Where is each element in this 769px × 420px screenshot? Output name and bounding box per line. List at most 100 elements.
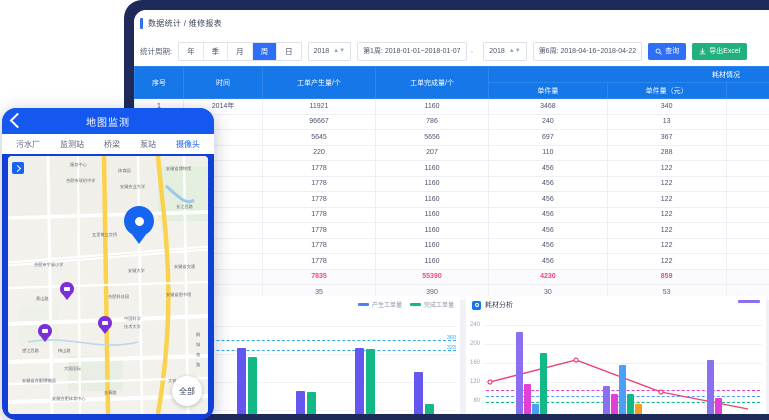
- bar-magenta[interactable]: [714, 398, 722, 414]
- bar-completed[interactable]: [366, 349, 376, 414]
- col-header-unit-qty[interactable]: 单件量: [488, 82, 608, 99]
- table-row[interactable]: 1778 1160 456 122 79 67: [134, 206, 769, 223]
- bar-orange[interactable]: [635, 404, 643, 414]
- cell-completed: 1160: [375, 222, 489, 239]
- table-row[interactable]: 5645 5656 697 367 124 128: [134, 129, 769, 146]
- year-end-stepper-icon[interactable]: ▲▼: [508, 48, 521, 54]
- show-all-button[interactable]: 全部: [172, 376, 202, 406]
- legend-item-material[interactable]: [738, 300, 760, 303]
- bar-magenta[interactable]: [611, 394, 619, 414]
- col-header-time[interactable]: 时间: [183, 66, 263, 99]
- cell-unit-price: 13: [606, 113, 727, 130]
- year-start-stepper-icon[interactable]: ▲▼: [333, 48, 346, 54]
- period-segmented-control[interactable]: 年 季 月 周 日: [178, 41, 302, 61]
- map-marker-camera[interactable]: [60, 282, 74, 300]
- marker-dot: [134, 216, 144, 226]
- map-marker-camera[interactable]: [38, 324, 52, 342]
- col-header-unit-count[interactable]: 单件量: [725, 82, 769, 99]
- map-label: 合肥市琥珀中学: [66, 177, 95, 184]
- year-start-input[interactable]: 2018 ▲▼: [307, 41, 352, 61]
- export-excel-button[interactable]: 导出Excel: [692, 42, 748, 60]
- bar-group[interactable]: [217, 318, 276, 414]
- summary-unit-count: 349: [725, 268, 769, 285]
- map-tab-sewage-plant[interactable]: 污水厂: [16, 139, 40, 149]
- bar-blue[interactable]: [532, 404, 540, 414]
- cell-unit-price: 122: [606, 175, 727, 192]
- bar-created[interactable]: [355, 348, 365, 414]
- bar-completed[interactable]: [247, 357, 257, 414]
- period-option-day[interactable]: 日: [277, 42, 301, 60]
- period-option-week[interactable]: 周: [252, 42, 278, 60]
- filter-toolbar: 统计周期: 年 季 月 周 日 2018 ▲▼ 第1周: 2018-01-01~…: [134, 36, 769, 66]
- map-tab-monitor-station[interactable]: 监测站: [60, 139, 84, 149]
- bar-purple[interactable]: [603, 386, 611, 414]
- bar-created[interactable]: [296, 391, 305, 414]
- search-button[interactable]: 查询: [648, 42, 687, 60]
- map-label: 安徽省博物馆: [166, 165, 191, 172]
- bar-purple[interactable]: [516, 332, 524, 414]
- bar-group[interactable]: [276, 318, 335, 414]
- table-row[interactable]: 1778 1160 456 122 79 67: [134, 160, 769, 177]
- table-row[interactable]: 1 2014年 11921 1160 3468 340 70 256: [134, 98, 769, 115]
- col-header-completed[interactable]: 工单完成量/个: [375, 66, 489, 99]
- cell-unit-qty: 456: [488, 160, 608, 177]
- period-option-year[interactable]: 年: [179, 42, 204, 60]
- map-tab-pump-station[interactable]: 泵站: [140, 139, 156, 149]
- bar-group[interactable]: [669, 318, 760, 414]
- bar-created[interactable]: [414, 372, 424, 414]
- table-row[interactable]: 220 207 110 288 90 67: [134, 144, 769, 161]
- bar-created[interactable]: [236, 348, 246, 414]
- cell-unit-qty: 456: [488, 206, 608, 223]
- map-marker-current[interactable]: [124, 206, 154, 244]
- table-row[interactable]: 1778 1160 456 122 79 67: [134, 175, 769, 192]
- map-label: 安徽省交通: [174, 263, 196, 270]
- col-header-unit-price[interactable]: 单件量（元）: [606, 82, 727, 99]
- period-option-quarter[interactable]: 季: [203, 42, 229, 60]
- period-option-month[interactable]: 月: [228, 42, 253, 60]
- cell-completed: 1160: [375, 191, 489, 208]
- breadcrumb-accent-bar: [140, 17, 143, 29]
- bar-blue[interactable]: [619, 365, 627, 414]
- map-label: 技术大学: [124, 323, 141, 330]
- map-expand-icon[interactable]: [12, 162, 24, 174]
- back-chevron-icon[interactable]: [9, 112, 26, 129]
- year-end-input[interactable]: 2018 ▲▼: [483, 41, 527, 61]
- table-row[interactable]: 1778 1160 456 122 79 67: [134, 191, 769, 208]
- legend-item-created[interactable]: 产生工单量: [357, 300, 402, 309]
- bar-completed[interactable]: [307, 392, 316, 414]
- cell-unit-qty: 456: [488, 253, 608, 270]
- bar-group[interactable]: [336, 318, 395, 414]
- map-tab-bridge[interactable]: 桥梁: [104, 139, 120, 149]
- table-row[interactable]: 1778 1160 456 122 79 67: [134, 237, 769, 254]
- map-canvas[interactable]: 服务中心 体育园 合肥市琥珀中学 安徽农业大学 安徽省博物馆 五里墩立交桥 长江…: [8, 156, 208, 414]
- map-marker-camera[interactable]: [98, 316, 112, 334]
- cell-unit-qty: 240: [488, 113, 608, 130]
- bar-group[interactable]: [395, 318, 454, 414]
- bar-magenta[interactable]: [524, 384, 532, 414]
- bar-completed[interactable]: [425, 404, 435, 414]
- bar-purple[interactable]: [706, 360, 714, 414]
- bar-green[interactable]: [540, 353, 548, 414]
- table-row[interactable]: 1778 1160 456 122 79 67: [134, 253, 769, 270]
- range-start-value: 第1周: 2018-01-01~2018-01-07: [363, 48, 461, 55]
- bar-group[interactable]: [486, 318, 577, 414]
- map-label: 长江西路: [176, 203, 194, 210]
- range-end-input[interactable]: 第6周: 2018-04-16~2018-04-22: [532, 41, 643, 61]
- cell-created: 5645: [262, 129, 376, 146]
- legend-item-completed[interactable]: 完成工单量: [409, 300, 454, 309]
- range-start-input[interactable]: 第1周: 2018-01-01~2018-01-07: [357, 41, 467, 61]
- map-tab-camera[interactable]: 摄像头: [176, 139, 200, 149]
- col-header-created[interactable]: 工单产生量/个: [262, 66, 376, 99]
- cell-created: 1778: [262, 206, 376, 223]
- col-header-index[interactable]: 序号: [134, 66, 184, 99]
- cell-unit-count: 7: [725, 113, 769, 130]
- bar-green[interactable]: [627, 394, 635, 414]
- cell-unit-count: 79: [725, 253, 769, 270]
- table-row[interactable]: 1778 1160 456 122 79 67: [134, 222, 769, 239]
- report-table-container[interactable]: 序号 时间 工单产生量/个 工单完成量/个 耗材情况 单件量 单件量（元） 单件…: [134, 66, 769, 301]
- map-label: 望江西路: [22, 347, 40, 354]
- table-row[interactable]: 96667 786 240 13 7 68: [134, 113, 769, 130]
- cell-unit-count: 79: [725, 222, 769, 239]
- bar-group[interactable]: [577, 318, 668, 414]
- report-table: 序号 时间 工单产生量/个 工单完成量/个 耗材情况 单件量 单件量（元） 单件…: [134, 66, 769, 301]
